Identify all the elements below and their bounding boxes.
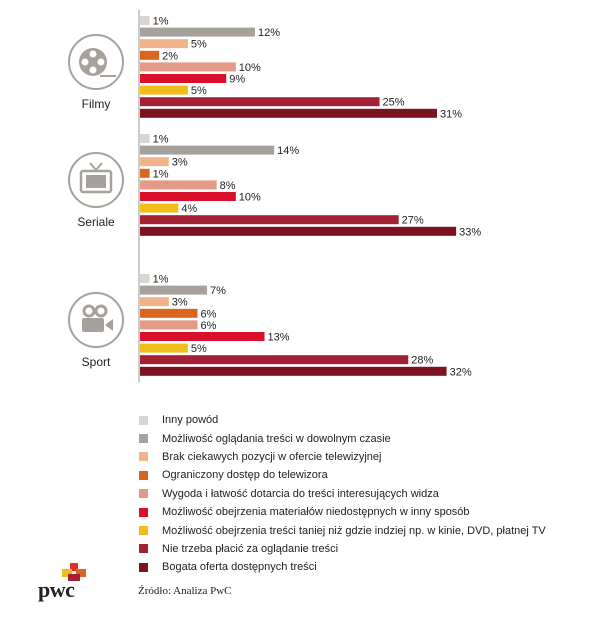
legend-item: Wygoda i łatwość dotarcia do treści inte… bbox=[139, 485, 546, 503]
data-label: 4% bbox=[181, 203, 197, 215]
data-label: 1% bbox=[153, 16, 169, 28]
bar bbox=[140, 62, 236, 72]
source-note: Źródło: Analiza PwC bbox=[138, 585, 232, 597]
bar bbox=[140, 226, 457, 236]
data-label: 5% bbox=[191, 39, 207, 51]
film-reel-icon bbox=[68, 34, 124, 90]
bar bbox=[140, 203, 179, 213]
bar bbox=[140, 332, 265, 341]
data-label: 12% bbox=[258, 27, 280, 39]
bar bbox=[140, 16, 150, 25]
pwc-logo-text: pwc bbox=[38, 577, 75, 602]
data-label: 27% bbox=[402, 215, 424, 227]
data-label: 32% bbox=[450, 366, 472, 378]
bar bbox=[140, 180, 217, 190]
chart-legend: Inny powód Możliwość oglądania treści w d… bbox=[139, 411, 546, 577]
data-label: 8% bbox=[220, 180, 236, 192]
legend-swatch bbox=[139, 562, 148, 572]
bar bbox=[140, 343, 188, 353]
data-label: 5% bbox=[191, 85, 207, 97]
data-label: 1% bbox=[153, 168, 169, 180]
bar bbox=[140, 168, 150, 178]
legend-swatch bbox=[139, 452, 148, 462]
bar bbox=[140, 145, 275, 155]
bar bbox=[140, 297, 169, 307]
legend-label: Nie trzeba płacić za oglądanie treści bbox=[162, 542, 339, 555]
legend-item: Możliwość obejrzenia treści taniej niż g… bbox=[139, 521, 546, 539]
bar bbox=[140, 308, 198, 318]
video-camera-icon bbox=[68, 292, 124, 348]
bar bbox=[140, 39, 188, 49]
bar bbox=[140, 215, 399, 225]
bar bbox=[140, 108, 437, 118]
data-label: 7% bbox=[210, 285, 226, 297]
bar-chart: 1%12%5%2%10%9%5%25%31%Filmy1%14%3%1%8%10… bbox=[68, 10, 481, 382]
legend-label: Brak ciekawych pozycji w ofercie telewiz… bbox=[162, 450, 382, 463]
legend-item: Brak ciekawych pozycji w ofercie telewiz… bbox=[139, 448, 546, 466]
data-label: 13% bbox=[268, 332, 290, 344]
bar bbox=[140, 157, 169, 167]
legend-swatch bbox=[139, 489, 148, 499]
legend-label: Wygoda i łatwość dotarcia do treści inte… bbox=[162, 487, 439, 500]
group-label: Filmy bbox=[82, 97, 111, 111]
bar bbox=[140, 50, 160, 60]
bar bbox=[140, 285, 208, 295]
legend-swatch bbox=[139, 507, 148, 517]
data-label: 9% bbox=[229, 74, 245, 86]
bar bbox=[140, 134, 150, 143]
legend-label: Możliwość oglądania treści w dowolnym cz… bbox=[162, 432, 391, 445]
legend-label: Bogata oferta dostępnych treści bbox=[162, 561, 317, 574]
bar bbox=[140, 97, 380, 107]
data-label: 2% bbox=[162, 50, 178, 62]
bar bbox=[140, 274, 150, 283]
data-label: 6% bbox=[200, 308, 216, 320]
bar bbox=[140, 192, 236, 201]
bar bbox=[140, 320, 198, 330]
legend-label: Ograniczony dostęp do telewizora bbox=[162, 469, 328, 482]
legend-label: Inny powód bbox=[162, 414, 219, 427]
legend-label: Możliwość obejrzenia materiałów niedostę… bbox=[162, 506, 470, 519]
data-label: 31% bbox=[440, 108, 462, 120]
legend-swatch bbox=[139, 470, 148, 480]
tv-icon bbox=[68, 152, 124, 208]
data-label: 28% bbox=[411, 355, 433, 367]
data-label: 3% bbox=[172, 157, 188, 169]
bar bbox=[140, 366, 447, 376]
legend-item: Nie trzeba płacić za oglądanie treści bbox=[139, 540, 546, 558]
pwc-logo: pwc bbox=[38, 563, 98, 603]
legend-swatch bbox=[139, 544, 148, 554]
bar bbox=[140, 27, 255, 37]
data-label: 25% bbox=[383, 97, 405, 109]
data-label: 6% bbox=[200, 320, 216, 332]
legend-item: Bogata oferta dostępnych treści bbox=[139, 558, 546, 576]
data-label: 1% bbox=[153, 134, 169, 146]
bar bbox=[140, 74, 227, 83]
data-label: 10% bbox=[239, 192, 261, 204]
data-label: 3% bbox=[172, 297, 188, 309]
legend-label: Możliwość obejrzenia treści taniej niż g… bbox=[162, 524, 546, 537]
data-label: 5% bbox=[191, 343, 207, 355]
data-label: 1% bbox=[153, 274, 169, 286]
legend-swatch bbox=[139, 415, 148, 425]
data-label: 14% bbox=[277, 145, 299, 157]
legend-swatch bbox=[139, 526, 148, 536]
legend-swatch bbox=[139, 434, 148, 444]
data-label: 33% bbox=[459, 226, 481, 238]
legend-item: Możliwość oglądania treści w dowolnym cz… bbox=[139, 429, 546, 447]
legend-item: Możliwość obejrzenia materiałów niedostę… bbox=[139, 503, 546, 521]
bar bbox=[140, 85, 188, 95]
legend-item: Inny powód bbox=[139, 411, 546, 429]
bar bbox=[140, 355, 409, 365]
data-label: 10% bbox=[239, 62, 261, 74]
group-label: Seriale bbox=[77, 215, 115, 229]
group-label: Sport bbox=[82, 355, 111, 369]
legend-item: Ograniczony dostęp do telewizora bbox=[139, 466, 546, 484]
